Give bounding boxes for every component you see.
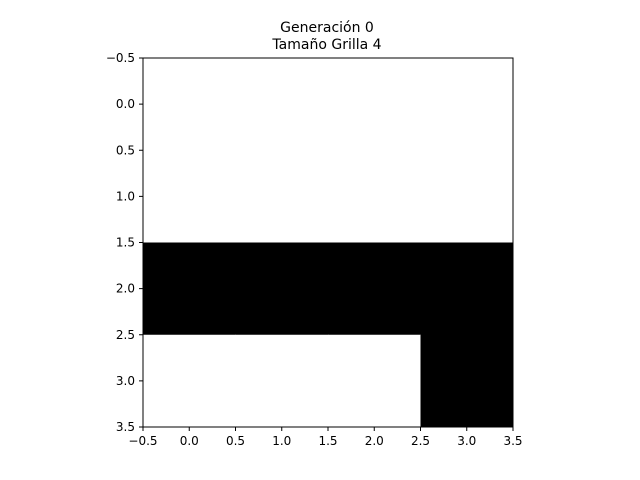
y-tick-label: −0.5 [106,51,135,65]
x-tick-label: 0.5 [226,434,245,448]
cell-r1-c1 [235,150,329,243]
y-tick-label: 1.0 [116,189,135,203]
chart-title-line-1: Generación 0 [280,20,374,36]
cell-r0-c0 [143,58,236,151]
y-tick-label: 0.0 [116,97,135,111]
x-tick-label: 3.5 [503,434,522,448]
x-tick-label: 1.0 [272,434,291,448]
x-axis-ticks: −0.5 0.0 0.5 1.0 1.5 2.0 2.5 3.0 3.5 [128,427,523,448]
x-tick-label: 0.0 [180,434,199,448]
cell-r2-c2 [328,242,421,336]
y-tick-label: 2.0 [116,282,135,296]
cell-r2-c1 [235,242,329,336]
y-tick-label: 1.5 [116,236,135,250]
y-tick-label: 3.5 [116,420,135,434]
cell-r0-c3 [420,58,514,151]
cell-r0-c2 [328,58,421,151]
cell-r1-c3 [420,150,514,243]
heatmap-cells [143,58,514,428]
cell-r2-c0 [143,242,236,336]
y-axis-ticks: −0.5 0.0 0.5 1.0 1.5 2.0 2.5 3.0 3.5 [106,51,143,434]
cell-r3-c0 [143,334,236,428]
x-tick-label: 2.0 [365,434,384,448]
cell-r1-c2 [328,150,421,243]
axes-frame [142,57,514,428]
cell-r1-c0 [143,150,236,243]
cell-r0-c1 [235,58,329,151]
chart-title-line-2: Tamaño Grilla 4 [271,37,381,53]
y-tick-label: 0.5 [116,143,135,157]
y-tick-label: 3.0 [116,374,135,388]
x-tick-label: 2.5 [411,434,430,448]
x-tick-label: −0.5 [128,434,157,448]
x-tick-label: 3.0 [457,434,476,448]
cell-r2-c3 [420,242,514,336]
cell-r3-c1 [235,334,329,428]
x-tick-label: 1.5 [318,434,337,448]
y-tick-label: 2.5 [116,328,135,342]
cell-r3-c3 [420,334,514,428]
cell-r3-c2 [328,334,421,428]
